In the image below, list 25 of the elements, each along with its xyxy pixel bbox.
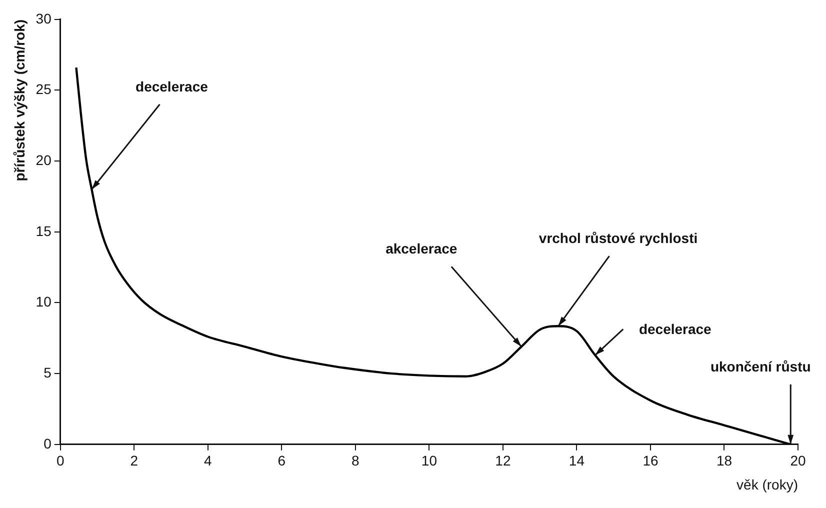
- x-tick-label: 18: [716, 452, 732, 469]
- x-tick-label: 6: [278, 452, 286, 469]
- y-axis-title: přírůstek výšky (cm/rok): [11, 19, 28, 182]
- annotation: decelerace: [136, 78, 208, 94]
- x-tick-label: 2: [130, 452, 138, 469]
- y-tick-label: 25: [36, 81, 52, 98]
- y-tick-label: 5: [44, 364, 52, 380]
- y-tick-label: 30: [36, 10, 52, 26]
- x-tick-label: 20: [790, 452, 806, 469]
- x-tick-label: 4: [204, 452, 212, 469]
- y-tick-label: 0: [44, 435, 52, 452]
- annotation: akcelerace: [386, 240, 458, 257]
- x-tick-label: 16: [642, 452, 658, 469]
- annotation: decelerace: [638, 321, 712, 338]
- x-tick-label: 10: [421, 452, 438, 469]
- x-tick-label: 0: [56, 452, 64, 469]
- x-tick-label: 8: [352, 452, 360, 469]
- y-tick-label: 15: [36, 222, 52, 239]
- y-tick-label: 10: [36, 294, 52, 310]
- x-tick-label: 12: [495, 452, 511, 469]
- annotation: vrchol růstové rychlosti: [538, 230, 698, 246]
- x-axis-title: věk (roky): [736, 476, 798, 492]
- x-tick-label: 14: [568, 452, 585, 469]
- y-tick-label: 20: [36, 152, 52, 168]
- annotation: ukončení růstu: [710, 358, 811, 374]
